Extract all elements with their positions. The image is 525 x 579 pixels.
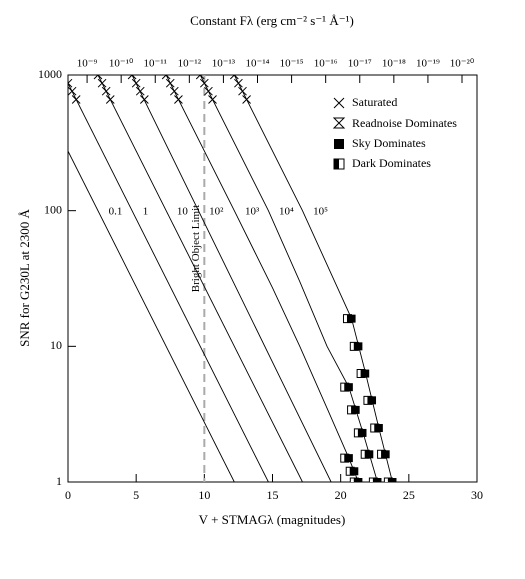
x-tick-label: 15 (267, 488, 279, 502)
sky-marker (373, 478, 382, 482)
curve-label: 1 (143, 206, 149, 218)
curve-label: 10² (209, 206, 224, 218)
sky-marker (368, 396, 377, 405)
top-tick-label: 10⁻¹⁵ (280, 58, 304, 70)
y-axis-title: SNR for G230L at 2300 Å (17, 208, 32, 346)
x-tick-label: 5 (133, 488, 139, 502)
sky-marker (350, 467, 359, 476)
legend-label: Dark Dominates (352, 156, 431, 170)
x-tick-label: 10 (198, 488, 210, 502)
legend-label: Readnoise Dominates (352, 116, 457, 130)
saturated-marker (169, 86, 179, 96)
saturated-marker (71, 95, 81, 104)
saturated-marker (199, 78, 209, 88)
sky-marker (374, 424, 383, 433)
sky-marker (347, 314, 356, 323)
sky-marker (381, 450, 390, 459)
top-tick-label: 10⁻¹⁶ (314, 58, 338, 70)
top-tick-label: 10⁻¹³ (212, 58, 236, 70)
saturated-marker (68, 86, 77, 96)
saturated-marker (208, 95, 217, 104)
legend-symbol (334, 139, 344, 149)
legend-label: Saturated (352, 95, 397, 109)
saturated-marker (127, 75, 137, 80)
saturated-marker (165, 78, 175, 88)
snr-curve (131, 75, 332, 482)
y-tick-label: 10 (50, 338, 62, 352)
sky-marker (351, 405, 360, 414)
saturated-marker (131, 78, 141, 88)
saturated-marker (97, 78, 107, 88)
sky-marker (354, 478, 363, 482)
top-tick-label: 10⁻¹⁸ (382, 58, 406, 70)
legend-symbol (334, 159, 339, 169)
x-tick-label: 0 (65, 488, 71, 502)
sky-marker (388, 478, 397, 482)
saturated-marker (105, 95, 115, 104)
snr-curve (68, 83, 269, 482)
saturated-marker (234, 78, 243, 88)
legend: Saturated Readnoise Dominates Sky Domina… (332, 95, 457, 170)
curve-label: 0.1 (109, 206, 123, 218)
x-tick-label: 25 (403, 488, 415, 502)
top-axis-title: Constant Fλ (erg cm⁻² s⁻¹ Å⁻¹) (190, 13, 354, 28)
y-tick-label: 1000 (38, 67, 62, 81)
sky-marker (365, 450, 374, 459)
x-axis-title: V + STMAGλ (magnitudes) (199, 512, 346, 527)
saturated-marker (139, 95, 149, 104)
plot-area (68, 75, 397, 482)
sky-marker (344, 454, 353, 463)
sky-marker (358, 428, 367, 437)
top-tick-label: 10⁻¹² (178, 58, 202, 70)
saturated-marker (93, 75, 103, 80)
sky-marker (361, 369, 370, 378)
top-tick-label: 10⁻¹⁹ (416, 58, 440, 70)
bright-limit-label: Bright Object Limit (190, 205, 202, 292)
top-tick-label: 10⁻⁹ (77, 58, 98, 70)
saturated-marker (229, 75, 239, 80)
saturated-marker (68, 78, 73, 88)
y-tick-label: 100 (44, 202, 62, 216)
x-tick-label: 20 (335, 488, 347, 502)
top-tick-label: 10⁻¹¹ (144, 58, 167, 70)
curve-label: 10³ (245, 206, 260, 218)
top-tick-label: 10⁻¹⁷ (348, 58, 372, 70)
sky-marker (344, 383, 353, 392)
legend-symbol (332, 117, 346, 129)
saturated-marker (195, 75, 205, 80)
saturated-marker (204, 86, 213, 96)
snr-curve (199, 75, 378, 482)
legend-label: Sky Dominates (352, 136, 426, 150)
saturated-marker (242, 95, 251, 104)
top-tick-label: 10⁻¹⁰ (109, 58, 134, 70)
legend-symbol (333, 97, 345, 109)
snr-curve (97, 75, 303, 482)
top-tick-label: 10⁻²⁰ (450, 58, 475, 70)
saturated-marker (101, 86, 111, 96)
x-tick-label: 30 (471, 488, 483, 502)
saturated-marker (135, 86, 145, 96)
sky-marker (354, 342, 363, 351)
saturated-marker (238, 86, 247, 96)
saturated-marker (161, 75, 171, 80)
saturated-marker (174, 95, 183, 104)
snr-curve (68, 150, 235, 482)
curve-label: 10⁴ (279, 206, 294, 218)
y-tick-label: 1 (56, 474, 62, 488)
top-tick-label: 10⁻¹⁴ (246, 58, 270, 70)
curve-label: 10⁵ (313, 206, 328, 218)
curve-label: 10 (177, 206, 189, 218)
